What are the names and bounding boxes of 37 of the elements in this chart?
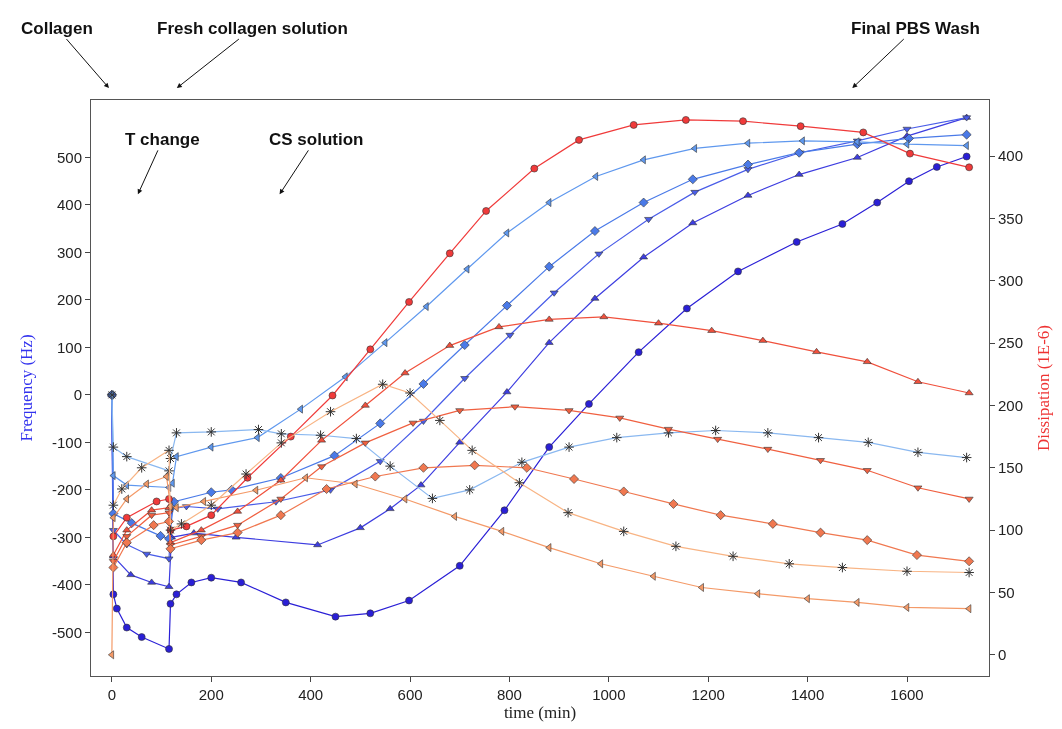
y-tick-label: -500 — [51, 623, 82, 641]
x-axis-title: time (min) — [503, 703, 577, 722]
x-tick-label: 0 — [107, 686, 117, 703]
y-tick-label: -100 — [51, 433, 82, 451]
y-tick-label: 400 — [56, 196, 82, 214]
y-tick-label: 0 — [73, 386, 82, 404]
y-tick-label: 200 — [56, 291, 82, 309]
x-tick-label: 600 — [397, 686, 423, 703]
x-tick-label: 800 — [496, 686, 522, 703]
y2-tick-label: 100 — [998, 521, 1024, 539]
y2-axis-title: Dissipation (1E-6) — [1034, 324, 1054, 452]
y2-tick-label: 250 — [998, 334, 1024, 352]
y-tick-label: -200 — [51, 481, 82, 499]
y2-tick-label: 0 — [998, 646, 1007, 664]
x-tick-label: 1400 — [790, 686, 825, 703]
y-tick-label: 300 — [56, 243, 82, 261]
y2-tick-label: 300 — [998, 272, 1024, 290]
x-tick-label: 200 — [198, 686, 224, 703]
x-tick-label: 1600 — [890, 686, 924, 703]
y-tick-label: -300 — [51, 528, 82, 546]
x-tick-label: 400 — [298, 686, 324, 703]
y-tick-label: 100 — [56, 338, 82, 356]
y2-tick-label: 400 — [998, 147, 1024, 165]
y2-tick-label: 200 — [998, 396, 1024, 414]
annotation: CS solution — [269, 130, 364, 149]
text: Fresh collagen solution — [157, 19, 348, 38]
text: Collagen — [21, 19, 93, 38]
annotation: T change — [125, 130, 200, 149]
y2-tick-label: 150 — [998, 459, 1024, 477]
y2-tick-label: 350 — [998, 209, 1024, 227]
y-axis-title: Frequency (Hz) — [16, 334, 36, 442]
y-tick-label: -400 — [51, 576, 82, 594]
x-tick-label: 1000 — [592, 686, 626, 703]
y2-tick-label: 50 — [998, 583, 1015, 601]
y-tick-label: 500 — [56, 148, 82, 166]
x-tick-label: 1200 — [691, 686, 725, 703]
text: Final PBS Wash — [851, 19, 980, 38]
